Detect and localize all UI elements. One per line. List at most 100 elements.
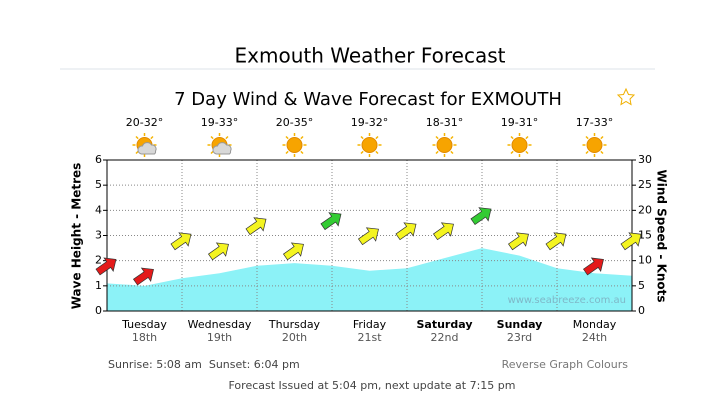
sun-ray	[225, 135, 229, 140]
temp-range: 18-31°	[426, 116, 463, 129]
temp-range: 19-31°	[501, 116, 538, 129]
y-tick-label: 2	[95, 254, 102, 267]
sun-ray	[525, 150, 529, 155]
y2-axis-label: Wind Speed - Knots	[655, 169, 669, 302]
wind-arrow	[320, 212, 342, 231]
wind-arrow	[582, 257, 604, 276]
day-label: Sunday	[497, 318, 543, 331]
sun-ray	[135, 135, 139, 140]
issued-note: Forecast Issued at 5:04 pm, next update …	[229, 379, 516, 392]
y-tick-label: 0	[95, 304, 102, 317]
cloud	[212, 142, 232, 155]
favorite-star[interactable]	[616, 87, 636, 106]
sun-ray	[285, 150, 289, 155]
sun-ray	[210, 135, 214, 140]
sun-ray	[510, 135, 514, 140]
y2-tick-label: 25	[638, 178, 652, 191]
cloud	[137, 142, 157, 155]
y2-tick-label: 0	[638, 304, 645, 317]
day-label: Saturday	[417, 318, 473, 331]
sun-ray	[360, 135, 364, 140]
weather-icon	[132, 133, 157, 157]
wind-arrow	[282, 242, 304, 261]
sun-ray	[150, 135, 154, 140]
temp-range: 17-33°	[576, 116, 613, 129]
sun-ray	[435, 150, 439, 155]
day-label: Tuesday	[121, 318, 167, 331]
sun-ray	[135, 150, 139, 155]
sun-ray	[585, 135, 589, 140]
wind-arrow	[357, 227, 379, 246]
sun-ray	[360, 150, 364, 155]
date-label: 22nd	[431, 331, 459, 344]
y-tick-label: 4	[95, 203, 102, 216]
sun-ray	[450, 150, 454, 155]
sun	[361, 137, 378, 153]
wind-arrow	[395, 222, 417, 241]
sun-ray	[525, 135, 529, 140]
sun-ray	[210, 150, 214, 155]
temp-range: 20-32°	[126, 116, 163, 129]
sun	[286, 137, 303, 153]
page-title: Exmouth Weather Forecast	[235, 44, 506, 68]
sun-ray	[510, 150, 514, 155]
y-tick-label: 6	[95, 153, 102, 166]
y2-tick-label: 15	[638, 229, 652, 242]
sun-ray	[450, 135, 454, 140]
wind-arrow	[245, 217, 267, 236]
sun	[586, 137, 603, 153]
wind-arrow	[207, 242, 229, 261]
reverse-colours-link[interactable]: Reverse Graph Colours	[502, 358, 629, 371]
date-label: 20th	[282, 331, 307, 344]
date-label: 24th	[582, 331, 607, 344]
day-label: Thursday	[268, 318, 321, 331]
y-tick-label: 1	[95, 279, 102, 292]
y-tick-label: 5	[95, 178, 102, 191]
sun-ray	[375, 135, 379, 140]
y2-tick-label: 10	[638, 254, 652, 267]
wind-arrow	[470, 207, 492, 226]
sun-ray	[585, 150, 589, 155]
wind-arrow	[95, 257, 117, 276]
weather-icon	[357, 133, 382, 157]
y-axis-label: Wave Height - Metres	[70, 163, 84, 310]
date-label: 19th	[207, 331, 232, 344]
sun-ray	[300, 135, 304, 140]
weather-icon	[582, 133, 607, 157]
day-label: Friday	[353, 318, 387, 331]
sun	[511, 137, 528, 153]
wind-arrow	[132, 267, 154, 286]
temp-range: 19-32°	[351, 116, 388, 129]
wind-arrow	[432, 222, 454, 241]
weather-icon	[282, 133, 307, 157]
day-label: Wednesday	[188, 318, 252, 331]
weather-icon	[507, 133, 532, 157]
temp-range: 20-35°	[276, 116, 313, 129]
wind-arrow	[170, 232, 192, 251]
wind-arrow	[507, 232, 529, 251]
sun-ray	[600, 135, 604, 140]
sun-ray	[300, 150, 304, 155]
date-label: 23rd	[507, 331, 532, 344]
sun-ray	[600, 150, 604, 155]
date-label: 18th	[132, 331, 157, 344]
watermark: www.seabreeze.com.au	[508, 295, 626, 306]
y-tick-label: 3	[95, 229, 102, 242]
y2-tick-label: 20	[638, 203, 652, 216]
weather-icon	[207, 133, 232, 157]
wind-arrow	[620, 232, 642, 251]
date-label: 21st	[357, 331, 382, 344]
sun	[436, 137, 453, 153]
sun-times: Sunrise: 5:08 am Sunset: 6:04 pm	[108, 358, 300, 371]
y2-tick-label: 30	[638, 153, 652, 166]
wind-arrows	[95, 207, 642, 286]
day-label: Monday	[573, 318, 617, 331]
wind-arrow	[545, 232, 567, 251]
wave-area	[107, 248, 632, 311]
sun-ray	[285, 135, 289, 140]
sun-ray	[375, 150, 379, 155]
y2-tick-label: 5	[638, 279, 645, 292]
temp-range: 19-33°	[201, 116, 238, 129]
weather-icon	[432, 133, 457, 157]
